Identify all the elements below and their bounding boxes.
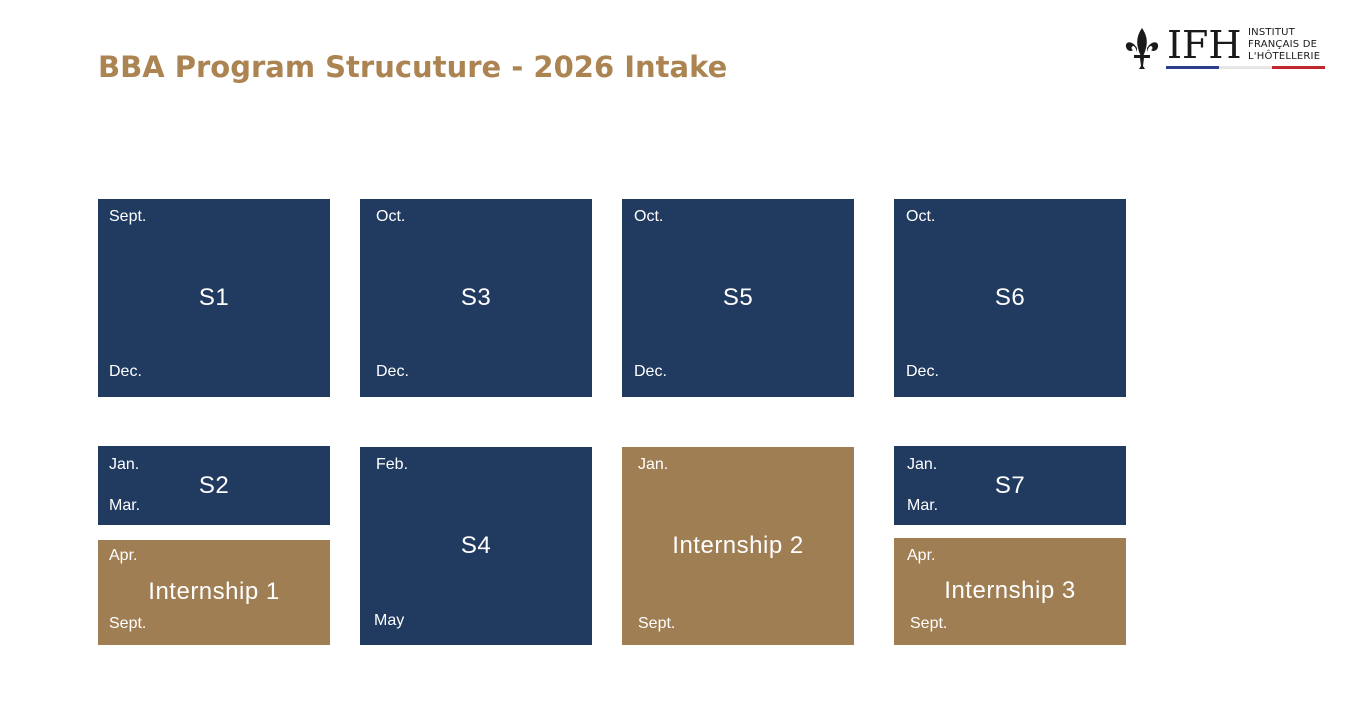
logo-tricolor-stripe	[1166, 66, 1325, 69]
start-month: Sept.	[109, 208, 147, 225]
semester-box-s4: Feb. S4 May	[360, 447, 592, 645]
logo-institution-name: INSTITUT FRANÇAIS DE L'HÔTELLERIE	[1248, 27, 1320, 63]
semester-label: S4	[460, 532, 492, 559]
semester-label: S2	[198, 471, 230, 499]
start-month: Oct.	[906, 208, 936, 225]
internship-label: Internship 1	[148, 578, 280, 605]
semester-box-s5: Oct. S5 Dec.	[622, 199, 854, 397]
semester-label: S3	[460, 284, 492, 311]
semester-box-s7: Jan. S7 Mar.	[894, 446, 1126, 525]
internship-label: Internship 3	[944, 577, 1076, 604]
semester-label: S7	[994, 471, 1026, 499]
ifh-logo: IFH INSTITUT FRANÇAIS DE L'HÔTELLERIE	[1124, 26, 1328, 74]
end-month: May	[374, 612, 405, 629]
page-title: BBA Program Strucuture - 2026 Intake	[98, 50, 728, 84]
semester-box-s1: Sept. S1 Dec.	[98, 199, 330, 397]
start-month: Oct.	[376, 208, 406, 225]
semester-label: S1	[198, 284, 230, 311]
end-month: Dec.	[634, 363, 667, 380]
semester-label: S6	[994, 284, 1026, 311]
internship-box-3: Apr. Internship 3 Sept.	[894, 538, 1126, 645]
end-month: Dec.	[109, 363, 142, 380]
start-month: Jan.	[638, 456, 669, 473]
start-month: Oct.	[634, 208, 664, 225]
end-month: Sept.	[109, 615, 147, 632]
semester-box-s6: Oct. S6 Dec.	[894, 199, 1126, 397]
logo-line-1: INSTITUT	[1248, 27, 1295, 38]
start-month: Jan.	[109, 456, 140, 473]
logo-line-3: L'HÔTELLERIE	[1248, 51, 1321, 62]
fleur-de-lis-icon	[1125, 28, 1159, 69]
semester-label: S5	[722, 284, 754, 311]
internship-box-1: Apr. Internship 1 Sept.	[98, 540, 330, 645]
end-month: Mar.	[907, 497, 939, 514]
start-month: Apr.	[907, 547, 936, 564]
start-month: Apr.	[109, 547, 138, 564]
end-month: Sept.	[910, 615, 948, 632]
end-month: Sept.	[638, 615, 676, 632]
start-month: Feb.	[376, 456, 409, 473]
logo-letters: IFH	[1167, 23, 1242, 67]
internship-label: Internship 2	[672, 532, 804, 559]
end-month: Dec.	[906, 363, 939, 380]
end-month: Mar.	[109, 497, 141, 514]
internship-box-2: Jan. Internship 2 Sept.	[622, 447, 854, 645]
semester-box-s3: Oct. S3 Dec.	[360, 199, 592, 397]
start-month: Jan.	[907, 456, 938, 473]
logo-line-2: FRANÇAIS DE	[1248, 39, 1318, 50]
end-month: Dec.	[376, 363, 409, 380]
semester-box-s2: Jan. S2 Mar.	[98, 446, 330, 525]
